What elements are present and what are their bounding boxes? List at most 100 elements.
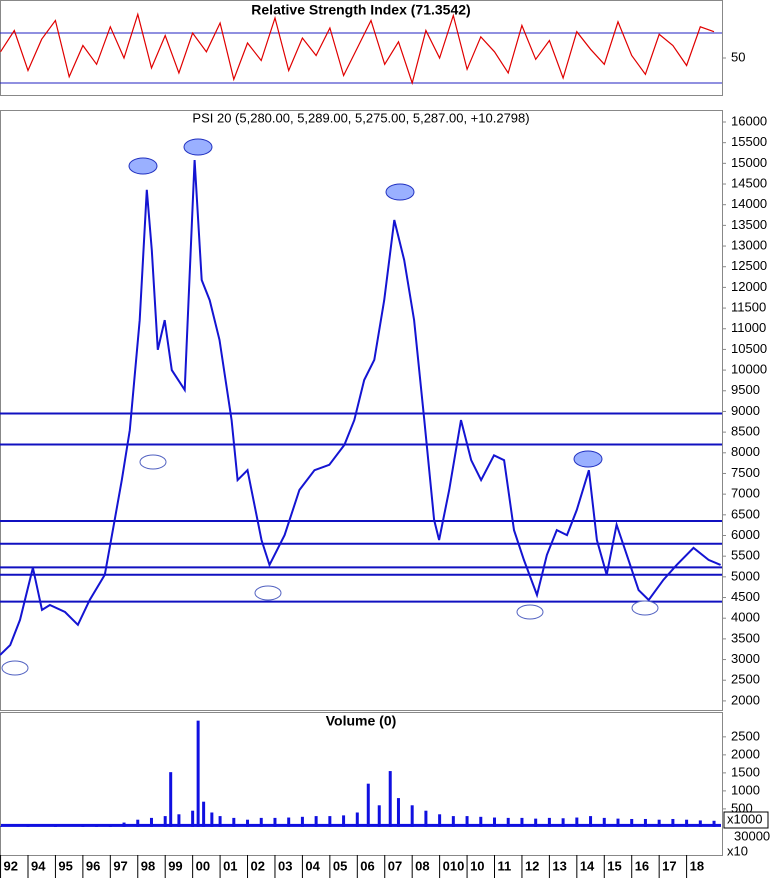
bar [602, 817, 606, 827]
y-tick-label: 2000 [731, 746, 760, 761]
x-tick-label: 97 [113, 858, 127, 873]
volume-base [1, 823, 721, 827]
bar [246, 819, 250, 827]
y-tick-label: 6500 [731, 506, 760, 521]
bear-icon [385, 183, 415, 201]
x-tick-label: 06 [360, 858, 374, 873]
bar [210, 812, 214, 827]
y-tick-label: 4500 [731, 589, 760, 604]
y-tick-label: 15000 [731, 155, 767, 170]
bull-icon [139, 454, 167, 470]
bar [493, 817, 497, 827]
y-tick-label: 7500 [731, 465, 760, 480]
y-tick-label: 5500 [731, 548, 760, 563]
y-tick-label: 9500 [731, 382, 760, 397]
bull-icon [516, 604, 544, 620]
y-tick-label: 5000 [731, 568, 760, 583]
x-tick-label: 96 [86, 858, 100, 873]
panel: 50 Relative Strength Index (71.3542) [0, 2, 745, 86]
x-tick-label: 07 [388, 858, 402, 873]
bar [163, 816, 167, 827]
x-tick-label: 10 [470, 858, 484, 873]
y-tick-label: 13000 [731, 237, 767, 252]
y-tick-label: 6000 [731, 527, 760, 542]
icons [128, 138, 603, 468]
bar [451, 816, 455, 827]
bar [177, 814, 181, 827]
bar [355, 812, 359, 827]
rsi-frame [0, 0, 723, 96]
bar [196, 720, 200, 827]
x-tick-label: 03 [278, 858, 292, 873]
y-tick-label: 1000 [731, 782, 760, 797]
panel-title: Volume (0) [326, 713, 397, 729]
bar [300, 816, 304, 827]
y-tick-label: 8000 [731, 444, 760, 459]
y-tick-label: 14000 [731, 196, 767, 211]
bar [547, 817, 551, 827]
y-tick-label: 9000 [731, 403, 760, 418]
series-line [0, 12, 715, 86]
bar [479, 816, 483, 827]
bar [136, 819, 140, 827]
bar [671, 818, 675, 827]
bar [520, 817, 524, 827]
price-frame [0, 110, 723, 711]
panel: 2000 2500 3000 3500 4000 4500 5000 5500 6000 6500… [0, 110, 767, 707]
panel-title: PSI 20 (5,280.00, 5,289.00, 5,275.00, 5,… [192, 110, 529, 125]
x-tick-label: 99 [168, 858, 182, 873]
bar [465, 816, 469, 827]
x-tick-label: 95 [58, 858, 72, 873]
volume-frame [0, 712, 723, 856]
bar [287, 817, 291, 827]
bar [314, 816, 318, 827]
x-tick-label: 04 [305, 858, 320, 873]
bar [534, 818, 538, 827]
y-tick-label: 50 [731, 49, 745, 64]
bar [685, 819, 689, 827]
bar [218, 816, 222, 827]
y-tick-label: 11000 [731, 320, 766, 335]
y-tick-label: 15500 [731, 134, 767, 149]
bear-icon [128, 157, 158, 175]
bar [643, 818, 647, 827]
x-tick-label: 010 [443, 858, 465, 873]
bar [191, 810, 195, 827]
y-tick-label: 12000 [731, 279, 767, 294]
bar [616, 818, 620, 827]
x-tick-label: 13 [552, 858, 566, 873]
y-tick-label: 12500 [731, 258, 767, 273]
bear-icon [573, 450, 603, 468]
x-tick-label: 14 [580, 858, 595, 873]
bar [561, 818, 565, 827]
bar [149, 817, 153, 827]
x-tick-label: 05 [333, 858, 347, 873]
x-tick-label: 92 [4, 858, 18, 873]
bar [259, 817, 263, 827]
bar [377, 805, 381, 827]
y-tick-label: 14500 [731, 175, 767, 190]
x-tick-label: 01 [223, 858, 237, 873]
bar [712, 820, 716, 827]
bar [424, 810, 428, 827]
scale-label: x1000 [727, 811, 762, 826]
bar [698, 820, 702, 827]
bar [506, 817, 510, 827]
bar [410, 805, 414, 827]
x-tick-label: 08 [415, 858, 429, 873]
bar [438, 814, 442, 827]
y-tick-label: 8500 [731, 424, 760, 439]
y-tick-label: 3000 [731, 651, 760, 666]
x-tick-label: 00 [196, 858, 210, 873]
bar [232, 817, 236, 827]
bar [366, 783, 370, 827]
sub-label: 30000 [734, 828, 770, 843]
series-line [0, 159, 721, 656]
y-tick-label: 4000 [731, 610, 760, 625]
bar [657, 819, 661, 827]
x-tick-label: 02 [251, 858, 265, 873]
bar [396, 798, 400, 827]
